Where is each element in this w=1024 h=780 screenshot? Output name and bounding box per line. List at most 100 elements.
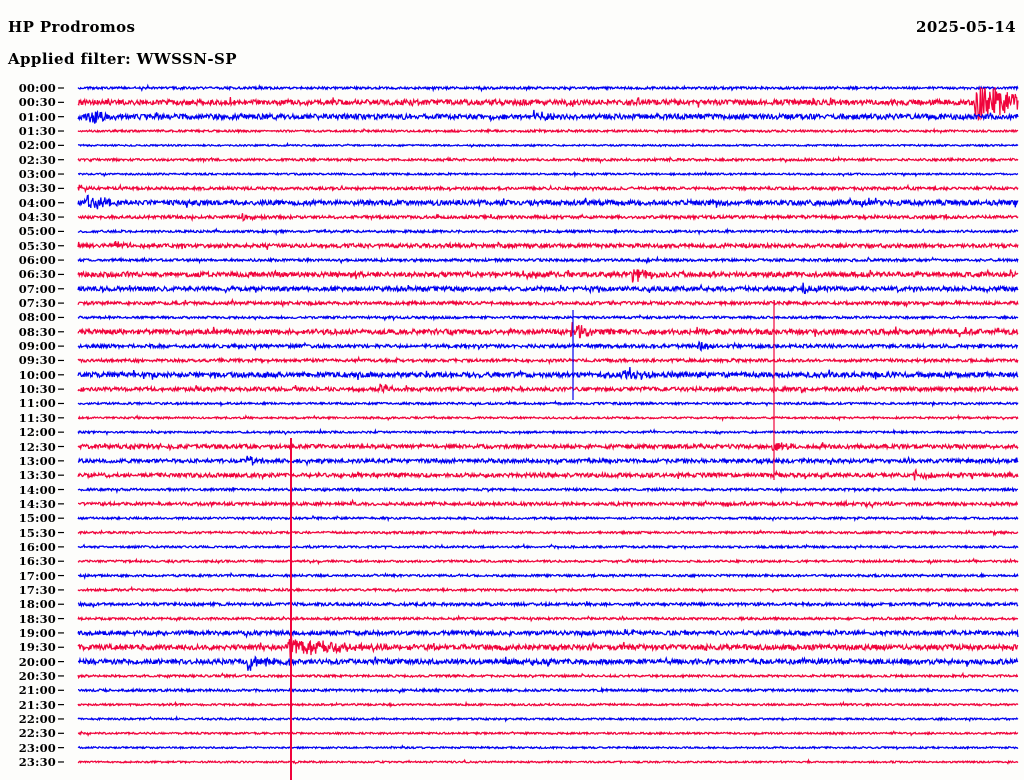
seismic-trace bbox=[77, 340, 1019, 353]
seismic-trace bbox=[77, 268, 1019, 283]
time-tick-label: 18:00 bbox=[18, 597, 56, 612]
seismic-trace bbox=[77, 486, 1019, 495]
seismic-trace bbox=[77, 155, 1019, 165]
time-tick-label: 09:00 bbox=[18, 339, 56, 354]
seismic-trace bbox=[77, 442, 1019, 452]
seismic-trace bbox=[77, 399, 1019, 408]
seismic-trace bbox=[77, 227, 1019, 236]
seismic-trace bbox=[77, 87, 1019, 122]
seismic-trace bbox=[77, 240, 1019, 251]
time-tick-label: 11:30 bbox=[18, 410, 56, 425]
seismic-trace bbox=[77, 600, 1019, 609]
seismic-trace bbox=[77, 542, 1019, 551]
time-tick-label: 03:30 bbox=[18, 181, 56, 196]
time-tick-label: 08:00 bbox=[18, 310, 56, 325]
time-tick-label: 12:00 bbox=[18, 425, 56, 440]
time-tick-label: 23:30 bbox=[18, 754, 56, 769]
page-title: HP Prodromos bbox=[8, 18, 136, 36]
time-tick-label: 19:30 bbox=[18, 640, 56, 655]
seismic-trace bbox=[77, 383, 1019, 395]
seismic-trace bbox=[77, 355, 1019, 366]
time-tick-label: 16:30 bbox=[18, 554, 56, 569]
seismic-trace bbox=[77, 730, 1019, 737]
seismic-trace bbox=[77, 367, 1019, 381]
time-tick-label: 09:30 bbox=[18, 353, 56, 368]
seismic-trace bbox=[77, 715, 1019, 723]
time-tick-label: 10:30 bbox=[18, 382, 56, 397]
seismic-trace bbox=[77, 194, 1019, 210]
seismic-trace bbox=[78, 686, 1019, 695]
time-tick-label: 07:30 bbox=[18, 296, 56, 311]
time-tick-label: 17:00 bbox=[18, 568, 56, 583]
time-tick-label: 01:00 bbox=[18, 109, 56, 124]
time-tick-label: 05:00 bbox=[18, 224, 56, 239]
time-tick-label: 22:30 bbox=[18, 726, 56, 741]
time-tick-label: 23:00 bbox=[18, 740, 56, 755]
time-tick-label: 02:30 bbox=[18, 152, 56, 167]
seismic-trace bbox=[77, 614, 1019, 623]
time-tick-label: 04:00 bbox=[18, 195, 56, 210]
time-tick-label: 14:30 bbox=[18, 496, 56, 511]
seismic-trace bbox=[77, 585, 1019, 594]
seismic-trace bbox=[77, 637, 1019, 658]
time-tick-label: 14:00 bbox=[18, 482, 56, 497]
time-tick-label: 17:30 bbox=[18, 582, 56, 597]
seismic-trace bbox=[77, 183, 1019, 194]
seismic-trace bbox=[77, 744, 1019, 751]
time-tick-label: 06:30 bbox=[18, 267, 56, 282]
time-tick-label: 22:00 bbox=[18, 711, 56, 726]
seismic-trace bbox=[77, 758, 1019, 765]
time-tick-label: 16:00 bbox=[18, 539, 56, 554]
seismic-trace bbox=[77, 700, 1019, 709]
seismic-trace bbox=[77, 83, 1019, 93]
time-tick-label: 20:00 bbox=[18, 654, 56, 669]
seismic-trace bbox=[77, 297, 1019, 309]
seismic-trace bbox=[77, 467, 1019, 482]
time-tick-label: 07:00 bbox=[18, 281, 56, 296]
time-tick-label: 13:00 bbox=[18, 453, 56, 468]
time-tick-label: 19:00 bbox=[18, 625, 56, 640]
seismic-trace bbox=[77, 322, 1019, 339]
time-tick-label: 08:30 bbox=[18, 324, 56, 339]
time-tick-label: 18:30 bbox=[18, 611, 56, 626]
seismic-trace bbox=[77, 671, 1019, 680]
seismic-trace bbox=[78, 170, 1019, 178]
seismic-trace bbox=[77, 628, 1019, 639]
seismic-trace bbox=[78, 498, 1019, 510]
time-tick-label: 04:30 bbox=[18, 210, 56, 225]
time-tick-label: 13:30 bbox=[18, 468, 56, 483]
time-tick-label: 06:00 bbox=[18, 253, 56, 268]
seismic-trace bbox=[77, 455, 1019, 467]
seismic-trace bbox=[77, 141, 1019, 149]
time-tick-label: 00:00 bbox=[18, 81, 56, 95]
seismic-trace bbox=[77, 413, 1019, 423]
time-tick-label: 01:30 bbox=[18, 124, 56, 139]
seismic-trace bbox=[77, 313, 1019, 322]
record-date: 2025-05-14 bbox=[916, 18, 1016, 36]
time-tick-label: 02:00 bbox=[18, 138, 56, 153]
time-tick-label: 10:00 bbox=[18, 367, 56, 382]
seismic-trace bbox=[77, 655, 1019, 671]
time-tick-label: 21:00 bbox=[18, 683, 56, 698]
seismic-trace bbox=[77, 528, 1019, 537]
seismic-trace bbox=[77, 557, 1019, 566]
seismic-trace bbox=[77, 427, 1019, 437]
time-axis-labels: 00:00 00:30 01:00 01:30 02:00 02:30 03:00 03:30… bbox=[0, 0, 56, 780]
seismic-trace bbox=[77, 127, 1019, 135]
time-tick-label: 21:30 bbox=[18, 697, 56, 712]
time-tick-label: 12:30 bbox=[18, 439, 56, 454]
seismic-trace bbox=[77, 282, 1019, 295]
seismic-trace bbox=[77, 213, 1019, 223]
time-tick-label: 15:30 bbox=[18, 525, 56, 540]
time-tick-label: 05:30 bbox=[18, 238, 56, 253]
time-tick-label: 03:00 bbox=[18, 167, 56, 182]
time-tick-label: 00:30 bbox=[18, 95, 56, 110]
time-tick-label: 15:00 bbox=[18, 511, 56, 526]
seismic-trace bbox=[77, 109, 1019, 124]
applied-filter-label: Applied filter: WWSSN-SP bbox=[8, 50, 237, 68]
seismic-trace bbox=[77, 255, 1019, 265]
seismic-trace bbox=[77, 571, 1019, 581]
seismic-trace bbox=[77, 514, 1019, 523]
